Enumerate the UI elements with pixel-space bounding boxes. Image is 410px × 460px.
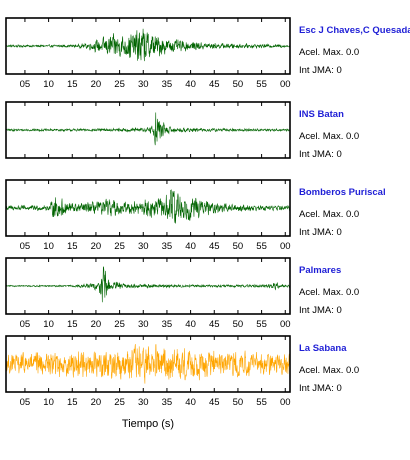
panel-frame-4 — [5, 335, 291, 393]
x-tick-label-0-9: 50 — [233, 79, 244, 90]
station-pga-1: Acel. Max. 0.0 — [299, 131, 359, 142]
station-name-4: La Sabana — [299, 343, 347, 354]
x-tick-label-4-8: 45 — [209, 397, 220, 408]
panel-frame-0 — [5, 17, 291, 75]
x-tick-label-3-3: 20 — [91, 319, 102, 330]
panel-frame-3 — [5, 257, 291, 315]
x-tick-label-3-10: 55 — [256, 319, 267, 330]
x-tick-label-4-2: 15 — [67, 397, 78, 408]
x-tick-label-0-6: 35 — [162, 79, 173, 90]
x-tick-label-3-0: 05 — [20, 319, 31, 330]
panel-frame-1 — [5, 101, 291, 159]
x-tick-label-2-3: 20 — [91, 241, 102, 252]
x-tick-label-0-5: 30 — [138, 79, 149, 90]
x-tick-label-0-10: 55 — [256, 79, 267, 90]
station-pga-4: Acel. Max. 0.0 — [299, 365, 359, 376]
x-tick-label-3-4: 25 — [114, 319, 125, 330]
x-tick-label-3-6: 35 — [162, 319, 173, 330]
x-tick-label-4-5: 30 — [138, 397, 149, 408]
x-tick-label-0-3: 20 — [91, 79, 102, 90]
x-tick-label-0-11: 00 — [280, 79, 291, 90]
trace-2 — [6, 189, 290, 224]
x-tick-label-3-5: 30 — [138, 319, 149, 330]
x-tick-label-2-8: 45 — [209, 241, 220, 252]
station-name-1: INS Batan — [299, 109, 344, 120]
x-tick-label-0-7: 40 — [185, 79, 196, 90]
station-jma-2: Int JMA: 0 — [299, 227, 342, 238]
trace-1 — [6, 112, 290, 146]
x-tick-label-2-2: 15 — [67, 241, 78, 252]
x-tick-label-4-4: 25 — [114, 397, 125, 408]
trace-4 — [6, 344, 290, 384]
x-tick-label-4-11: 00 — [280, 397, 291, 408]
x-tick-label-3-1: 10 — [43, 319, 54, 330]
x-tick-label-0-8: 45 — [209, 79, 220, 90]
x-tick-label-2-7: 40 — [185, 241, 196, 252]
x-tick-label-2-1: 10 — [43, 241, 54, 252]
station-name-0: Esc J Chaves,C Quesada — [299, 25, 410, 36]
station-jma-1: Int JMA: 0 — [299, 149, 342, 160]
x-tick-label-3-11: 00 — [280, 319, 291, 330]
x-tick-label-2-9: 50 — [233, 241, 244, 252]
panel-frame-2 — [5, 179, 291, 237]
x-axis-title: Tiempo (s) — [122, 418, 174, 430]
x-tick-label-3-9: 50 — [233, 319, 244, 330]
x-tick-label-0-4: 25 — [114, 79, 125, 90]
station-pga-2: Acel. Max. 0.0 — [299, 209, 359, 220]
x-tick-label-3-2: 15 — [67, 319, 78, 330]
x-tick-label-2-5: 30 — [138, 241, 149, 252]
station-pga-0: Acel. Max. 0.0 — [299, 47, 359, 58]
x-tick-label-2-0: 05 — [20, 241, 31, 252]
x-tick-label-4-3: 20 — [91, 397, 102, 408]
x-tick-label-4-7: 40 — [185, 397, 196, 408]
x-tick-label-2-10: 55 — [256, 241, 267, 252]
station-jma-3: Int JMA: 0 — [299, 305, 342, 316]
x-tick-label-4-6: 35 — [162, 397, 173, 408]
station-jma-4: Int JMA: 0 — [299, 383, 342, 394]
x-tick-label-2-6: 35 — [162, 241, 173, 252]
x-tick-label-0-1: 10 — [43, 79, 54, 90]
x-tick-label-3-7: 40 — [185, 319, 196, 330]
x-tick-label-4-1: 10 — [43, 397, 54, 408]
x-tick-label-2-4: 25 — [114, 241, 125, 252]
x-tick-label-0-0: 05 — [20, 79, 31, 90]
x-tick-label-2-11: 00 — [280, 241, 291, 252]
station-name-2: Bomberos Puriscal — [299, 187, 386, 198]
x-tick-label-4-10: 55 — [256, 397, 267, 408]
x-tick-label-0-2: 15 — [67, 79, 78, 90]
x-tick-label-4-0: 05 — [20, 397, 31, 408]
station-name-3: Palmares — [299, 265, 341, 276]
station-jma-0: Int JMA: 0 — [299, 65, 342, 76]
station-pga-3: Acel. Max. 0.0 — [299, 287, 359, 298]
panels-group: 05 10 15 20 25 30 35 40 45 50 55 00 Esc J Chaves,C Q… — [5, 17, 410, 408]
trace-0 — [6, 28, 290, 62]
trace-3 — [6, 266, 290, 303]
x-tick-label-4-9: 50 — [233, 397, 244, 408]
x-tick-label-3-8: 45 — [209, 319, 220, 330]
